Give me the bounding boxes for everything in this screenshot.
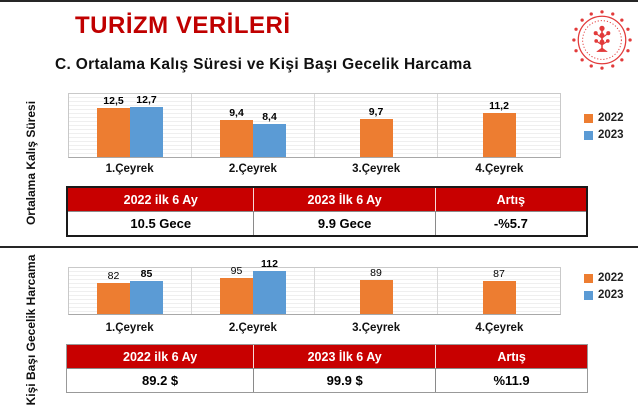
- legend-swatch-2022: [584, 113, 593, 123]
- chart-group-1.Çeyrek: 82 85: [69, 268, 192, 314]
- bar-value-label: 12,5: [103, 94, 124, 107]
- bar-slot: 82: [97, 268, 130, 314]
- table-value-cell: 9.9 Gece: [254, 211, 436, 235]
- legend-item-2023: 2023: [584, 289, 624, 301]
- legend-label: 2023: [598, 289, 624, 301]
- bar-value-label: 12,7: [136, 94, 157, 106]
- chart-group-1.Çeyrek: 12,5 12,7: [69, 94, 192, 157]
- chart-group-3.Çeyrek: 89: [315, 266, 438, 314]
- legend-label: 2022: [598, 112, 624, 124]
- chart-group-3.Çeyrek: 9,7: [315, 94, 438, 157]
- bar-slot: 11,2: [482, 94, 516, 157]
- ministry-emblem-logo: [571, 9, 633, 71]
- x-axis-label-3.Çeyrek: 3.Çeyrek: [352, 322, 401, 334]
- bar-value-label: 112: [261, 258, 278, 271]
- chart-group-4.Çeyrek: 11,2: [438, 94, 560, 157]
- bar-slot: 87: [482, 267, 516, 314]
- legend-item-2022: 2022: [584, 272, 624, 284]
- x-axis-label-2.Çeyrek: 2.Çeyrek: [228, 163, 277, 175]
- bar-2023-2.Çeyrek: [253, 271, 286, 314]
- bar-value-label: 82: [107, 269, 120, 282]
- section-kisi-basi-gecelik-harcama: Kişi Başı Gecelik Harcama 82 85 95 112 89 87 …: [0, 252, 638, 406]
- legend-label: 2022: [598, 272, 624, 284]
- bar-slot: 8,4: [253, 94, 286, 157]
- chart-group-2.Çeyrek: 95 112: [192, 259, 315, 314]
- section-divider-line: [0, 246, 638, 248]
- x-axis-label-1.Çeyrek: 1.Çeyrek: [105, 322, 154, 334]
- table-header-cell: 2022 ilk 6 Ay: [68, 188, 255, 211]
- table-header-cell: Artış: [436, 345, 587, 368]
- chart-group-2.Çeyrek: 9,4 8,4: [192, 94, 315, 157]
- x-axis-label-2.Çeyrek: 2.Çeyrek: [228, 322, 277, 334]
- bar-2023-1.Çeyrek: [130, 107, 163, 157]
- bar-2022-1.Çeyrek: [97, 107, 130, 157]
- bar-2022-3.Çeyrek: [359, 279, 393, 314]
- bar-value-label: 11,2: [489, 99, 509, 112]
- bar-2022-2.Çeyrek: [220, 120, 253, 157]
- bar-value-label: 87: [493, 267, 505, 280]
- bar-slot: 12,7: [130, 94, 163, 157]
- x-axis-label-1.Çeyrek: 1.Çeyrek: [105, 163, 154, 175]
- chart-group-4.Çeyrek: 87: [438, 268, 560, 314]
- section-ortalama-kalis-suresi: Ortalama Kalış Süresi 12,5 12,7 9,4 8,4 9,7 1…: [0, 88, 638, 238]
- legend-swatch-2022: [584, 273, 593, 283]
- table-header-cell: 2022 ilk 6 Ay: [67, 345, 255, 368]
- chart-plot: 12,5 12,7 9,4 8,4 9,7 11,2: [68, 93, 561, 158]
- bar-slot: 9,4: [220, 94, 253, 157]
- bar-2022-3.Çeyrek: [359, 118, 393, 157]
- bar-value-label: 9,7: [368, 105, 384, 118]
- x-axis-label-3.Çeyrek: 3.Çeyrek: [352, 163, 401, 175]
- legend-label: 2023: [598, 129, 624, 141]
- table-value-cell: %11.9: [436, 368, 587, 392]
- table-header-cell: 2023 İlk 6 Ay: [254, 188, 436, 211]
- summary-table: 2022 ilk 6 Ay 2023 İlk 6 Ay Artış 89.2 $99.…: [66, 344, 588, 393]
- chart-legend: 2022 2023: [584, 112, 624, 141]
- bar-slot: 89: [359, 266, 393, 314]
- chart-plot: 82 85 95 112 89 87: [68, 259, 561, 315]
- bar-2023-1.Çeyrek: [130, 281, 163, 314]
- legend-item-2023: 2023: [584, 129, 624, 141]
- x-axis-labels: 1.Çeyrek 2.Çeyrek 3.Çeyrek 4.Çeyrek: [68, 163, 561, 175]
- legend-swatch-2023: [584, 290, 593, 300]
- bar-2023-2.Çeyrek: [253, 123, 286, 157]
- bar-slot: 9,7: [359, 94, 393, 157]
- y-axis-title: Ortalama Kalış Süresi: [24, 100, 38, 226]
- legend-item-2022: 2022: [584, 112, 624, 124]
- bar-value-label: 85: [140, 268, 153, 281]
- y-axis-title: Kişi Başı Gecelik Harcama: [24, 254, 38, 406]
- bar-value-label: 89: [370, 266, 382, 279]
- table-value-cell: 10.5 Gece: [68, 211, 255, 235]
- x-axis-labels: 1.Çeyrek 2.Çeyrek 3.Çeyrek 4.Çeyrek: [68, 322, 561, 334]
- summary-table: 2022 ilk 6 Ay 2023 İlk 6 Ay Artış 10.5 Gece…: [66, 186, 588, 237]
- ministry-emblem-icon: [572, 10, 632, 70]
- table-header-cell: Artış: [435, 188, 586, 211]
- bar-2022-4.Çeyrek: [482, 112, 516, 157]
- top-border-line: [0, 0, 638, 2]
- bar-2022-4.Çeyrek: [482, 280, 516, 314]
- table-value-cell: 89.2 $: [67, 368, 255, 392]
- bar-slot: 95: [220, 264, 253, 314]
- bar-value-label: 95: [230, 264, 243, 277]
- bar-slot: 12,5: [97, 94, 130, 157]
- bar-2022-2.Çeyrek: [220, 277, 253, 314]
- legend-swatch-2023: [584, 130, 593, 140]
- chart-legend: 2022 2023: [584, 272, 624, 301]
- bar-2022-1.Çeyrek: [97, 282, 130, 314]
- page-subtitle: C. Ortalama Kalış Süresi ve Kişi Başı Ge…: [55, 56, 472, 73]
- x-axis-label-4.Çeyrek: 4.Çeyrek: [475, 163, 524, 175]
- bar-value-label: 9,4: [229, 107, 244, 119]
- bar-slot: 112: [253, 259, 286, 314]
- table-value-cell: 99.9 $: [254, 368, 437, 392]
- table-header-cell: 2023 İlk 6 Ay: [254, 345, 437, 368]
- bar-slot: 85: [130, 268, 163, 314]
- bar-value-label: 8,4: [262, 110, 277, 123]
- x-axis-label-4.Çeyrek: 4.Çeyrek: [475, 322, 524, 334]
- page-title: TURİZM VERİLERİ: [75, 12, 291, 39]
- table-value-cell: -%5.7: [435, 211, 586, 235]
